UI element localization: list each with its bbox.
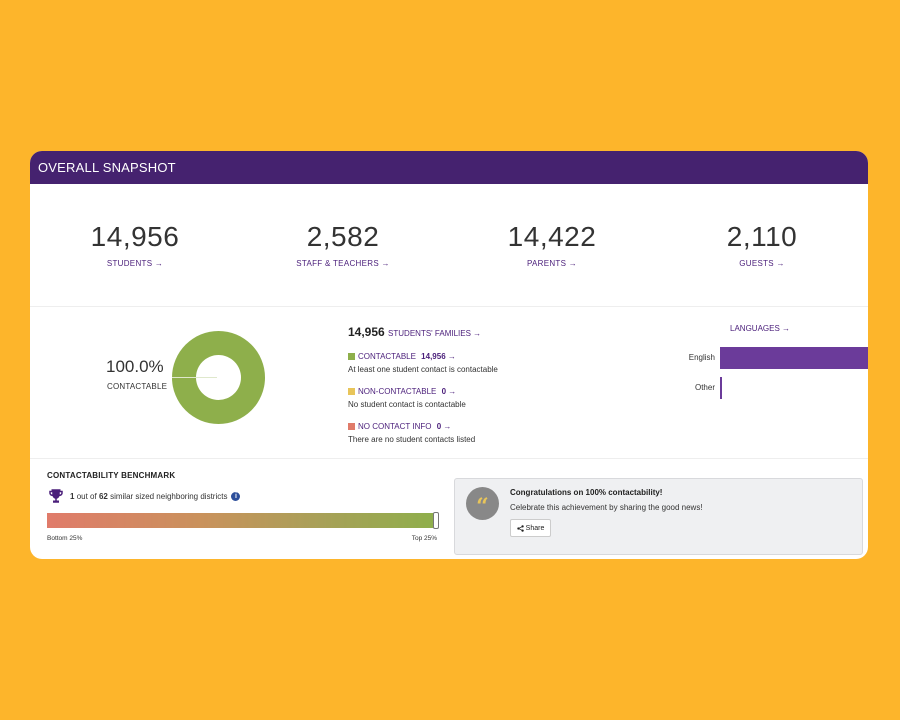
students-families-link[interactable]: STUDENTS' FAMILIES → [388, 329, 482, 338]
category-label: NO CONTACT INFO [358, 422, 432, 431]
category-arrow: → [443, 422, 452, 431]
benchmark-rank: 1 out of 62 similar sized neighboring di… [47, 487, 447, 505]
category-arrow: → [448, 387, 457, 396]
language-name: Other [694, 383, 715, 392]
no-contact-info-link[interactable]: NO CONTACT INFO 0 → [358, 422, 451, 431]
language-bar-english [720, 347, 868, 369]
staff-teachers-link[interactable]: STAFF & TEACHERS → [296, 258, 390, 268]
benchmark-title: CONTACTABILITY BENCHMARK [47, 471, 176, 480]
stat-guests: 2,110 GUESTS → [657, 221, 867, 271]
congratulations-panel: “ Congratulations on 100% contactability… [454, 478, 863, 555]
category-description: No student contact is contactable [348, 400, 466, 409]
stats-row: 14,956 STUDENTS → 2,582 STAFF & TEACHERS… [30, 184, 868, 307]
benchmark-position-marker [433, 512, 439, 529]
families-breakdown: 14,956 STUDENTS' FAMILIES → CONTACTABLE … [348, 325, 588, 444]
no-contact-info-swatch [348, 423, 355, 430]
language-name: English [688, 353, 715, 362]
category-description: At least one student contact is contacta… [348, 365, 498, 374]
contactable-swatch [348, 353, 355, 360]
share-label: Share [525, 524, 545, 532]
donut-leader-line [172, 377, 217, 378]
stat-parents: 14,422 PARENTS → [447, 221, 657, 271]
rank-total: 62 [98, 491, 108, 501]
rank-out-of: out of [76, 491, 97, 501]
category-line: CONTACTABLE 14,956 → [348, 352, 588, 361]
category-line: NO CONTACT INFO 0 → [348, 422, 588, 431]
quote-icon: “ [466, 487, 499, 520]
stat-value: 2,110 [726, 221, 798, 252]
contactability-benchmark: CONTACTABILITY BENCHMARK 1 out of 62 sim… [47, 471, 447, 542]
congrats-subtitle: Celebrate this achievement by sharing th… [510, 503, 703, 512]
stat-staff-teachers: 2,582 STAFF & TEACHERS → [238, 221, 448, 271]
rank-suffix: similar sized neighboring districts [110, 491, 228, 501]
share-icon [516, 524, 524, 532]
benchmark-scale: Bottom 25% Top 25% [47, 535, 437, 542]
contactable-label: CONTACTABLE [107, 382, 168, 391]
category-non-contactable: NON-CONTACTABLE 0 → No student contact i… [348, 387, 588, 409]
benchmark-gradient-bar [47, 512, 439, 529]
bottom-label: Bottom 25% [47, 535, 83, 542]
stat-students: 14,956 STUDENTS → [30, 221, 240, 271]
category-contactable: CONTACTABLE 14,956 → At least one studen… [348, 352, 588, 374]
category-label: NON-CONTACTABLE [358, 387, 437, 396]
share-button[interactable]: Share [510, 519, 551, 537]
card-header-title: OVERALL SNAPSHOT [30, 151, 868, 184]
guests-link[interactable]: GUESTS → [739, 258, 785, 268]
contactability-section: 100.0% CONTACTABLE 14,956 STUDENTS' FAMI… [30, 307, 868, 459]
non-contactable-link[interactable]: NON-CONTACTABLE 0 → [358, 387, 456, 396]
category-line: NON-CONTACTABLE 0 → [348, 387, 588, 396]
category-count: 14,956 [421, 352, 446, 361]
contactable-link[interactable]: CONTACTABLE 14,956 → [358, 352, 456, 361]
info-icon[interactable]: i [231, 491, 241, 501]
families-count: 14,956 [348, 325, 385, 339]
contactable-percent: 100.0% [106, 357, 164, 376]
students-link[interactable]: STUDENTS → [106, 258, 164, 268]
congrats-title: Congratulations on 100% contactability! [510, 488, 663, 497]
category-label: CONTACTABLE [358, 352, 416, 361]
language-row-english: English [650, 347, 868, 369]
language-row-other: Other [650, 377, 868, 399]
non-contactable-swatch [348, 388, 355, 395]
stat-value: 14,422 [507, 221, 597, 252]
stat-value: 14,956 [90, 221, 180, 252]
category-count: 0 [436, 422, 442, 431]
parents-link[interactable]: PARENTS → [526, 258, 578, 268]
language-bar-other [720, 377, 722, 399]
languages-chart: LANGUAGES → English Other [650, 307, 868, 457]
overall-snapshot-card: OVERALL SNAPSHOT 14,956 STUDENTS → 2,582… [30, 151, 868, 559]
stat-value: 2,582 [306, 221, 380, 252]
category-count: 0 [441, 387, 447, 396]
rank-value: 1 [70, 491, 75, 501]
category-arrow: → [447, 352, 456, 361]
category-description: There are no student contacts listed [348, 435, 476, 444]
top-label: Top 25% [411, 535, 437, 542]
languages-link[interactable]: LANGUAGES → [730, 324, 791, 333]
families-title: 14,956 STUDENTS' FAMILIES → [348, 325, 588, 339]
trophy-icon [49, 489, 63, 503]
category-no-contact-info: NO CONTACT INFO 0 → There are no student… [348, 422, 588, 444]
